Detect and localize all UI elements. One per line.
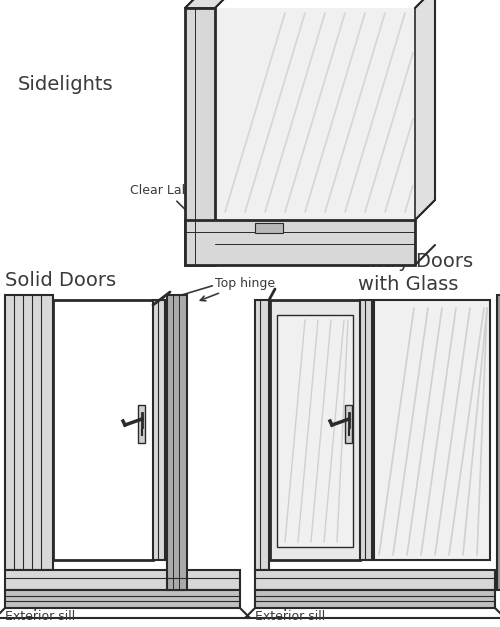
Text: Clear Label: Clear Label [130, 184, 201, 223]
Bar [185, 8, 215, 265]
Bar [53, 300, 153, 560]
Bar [153, 300, 165, 560]
Bar [5, 295, 53, 570]
Bar [215, 8, 415, 220]
Bar [345, 405, 352, 443]
Bar [255, 223, 283, 233]
Text: Solid Doors: Solid Doors [5, 270, 116, 290]
Bar [270, 300, 360, 560]
Polygon shape [415, 0, 435, 220]
Bar [255, 300, 269, 570]
Text: Exterior sill: Exterior sill [255, 604, 325, 623]
Bar [185, 220, 415, 265]
Text: Entry Doors
with Glass: Entry Doors with Glass [358, 252, 473, 294]
Bar [185, 8, 415, 265]
Bar [167, 295, 187, 590]
Text: Exterior sill: Exterior sill [5, 604, 75, 623]
Bar [5, 570, 240, 590]
Bar [255, 295, 490, 570]
Text: Sidelights: Sidelights [18, 75, 114, 95]
Bar [374, 300, 490, 560]
Bar [360, 300, 372, 560]
Bar [138, 405, 145, 443]
Bar [255, 570, 495, 590]
Bar [5, 590, 240, 608]
Text: Top hinge: Top hinge [200, 277, 275, 301]
Polygon shape [185, 0, 235, 8]
Bar [255, 590, 495, 608]
Bar [5, 295, 235, 570]
Bar [277, 315, 353, 547]
Bar [497, 295, 500, 590]
